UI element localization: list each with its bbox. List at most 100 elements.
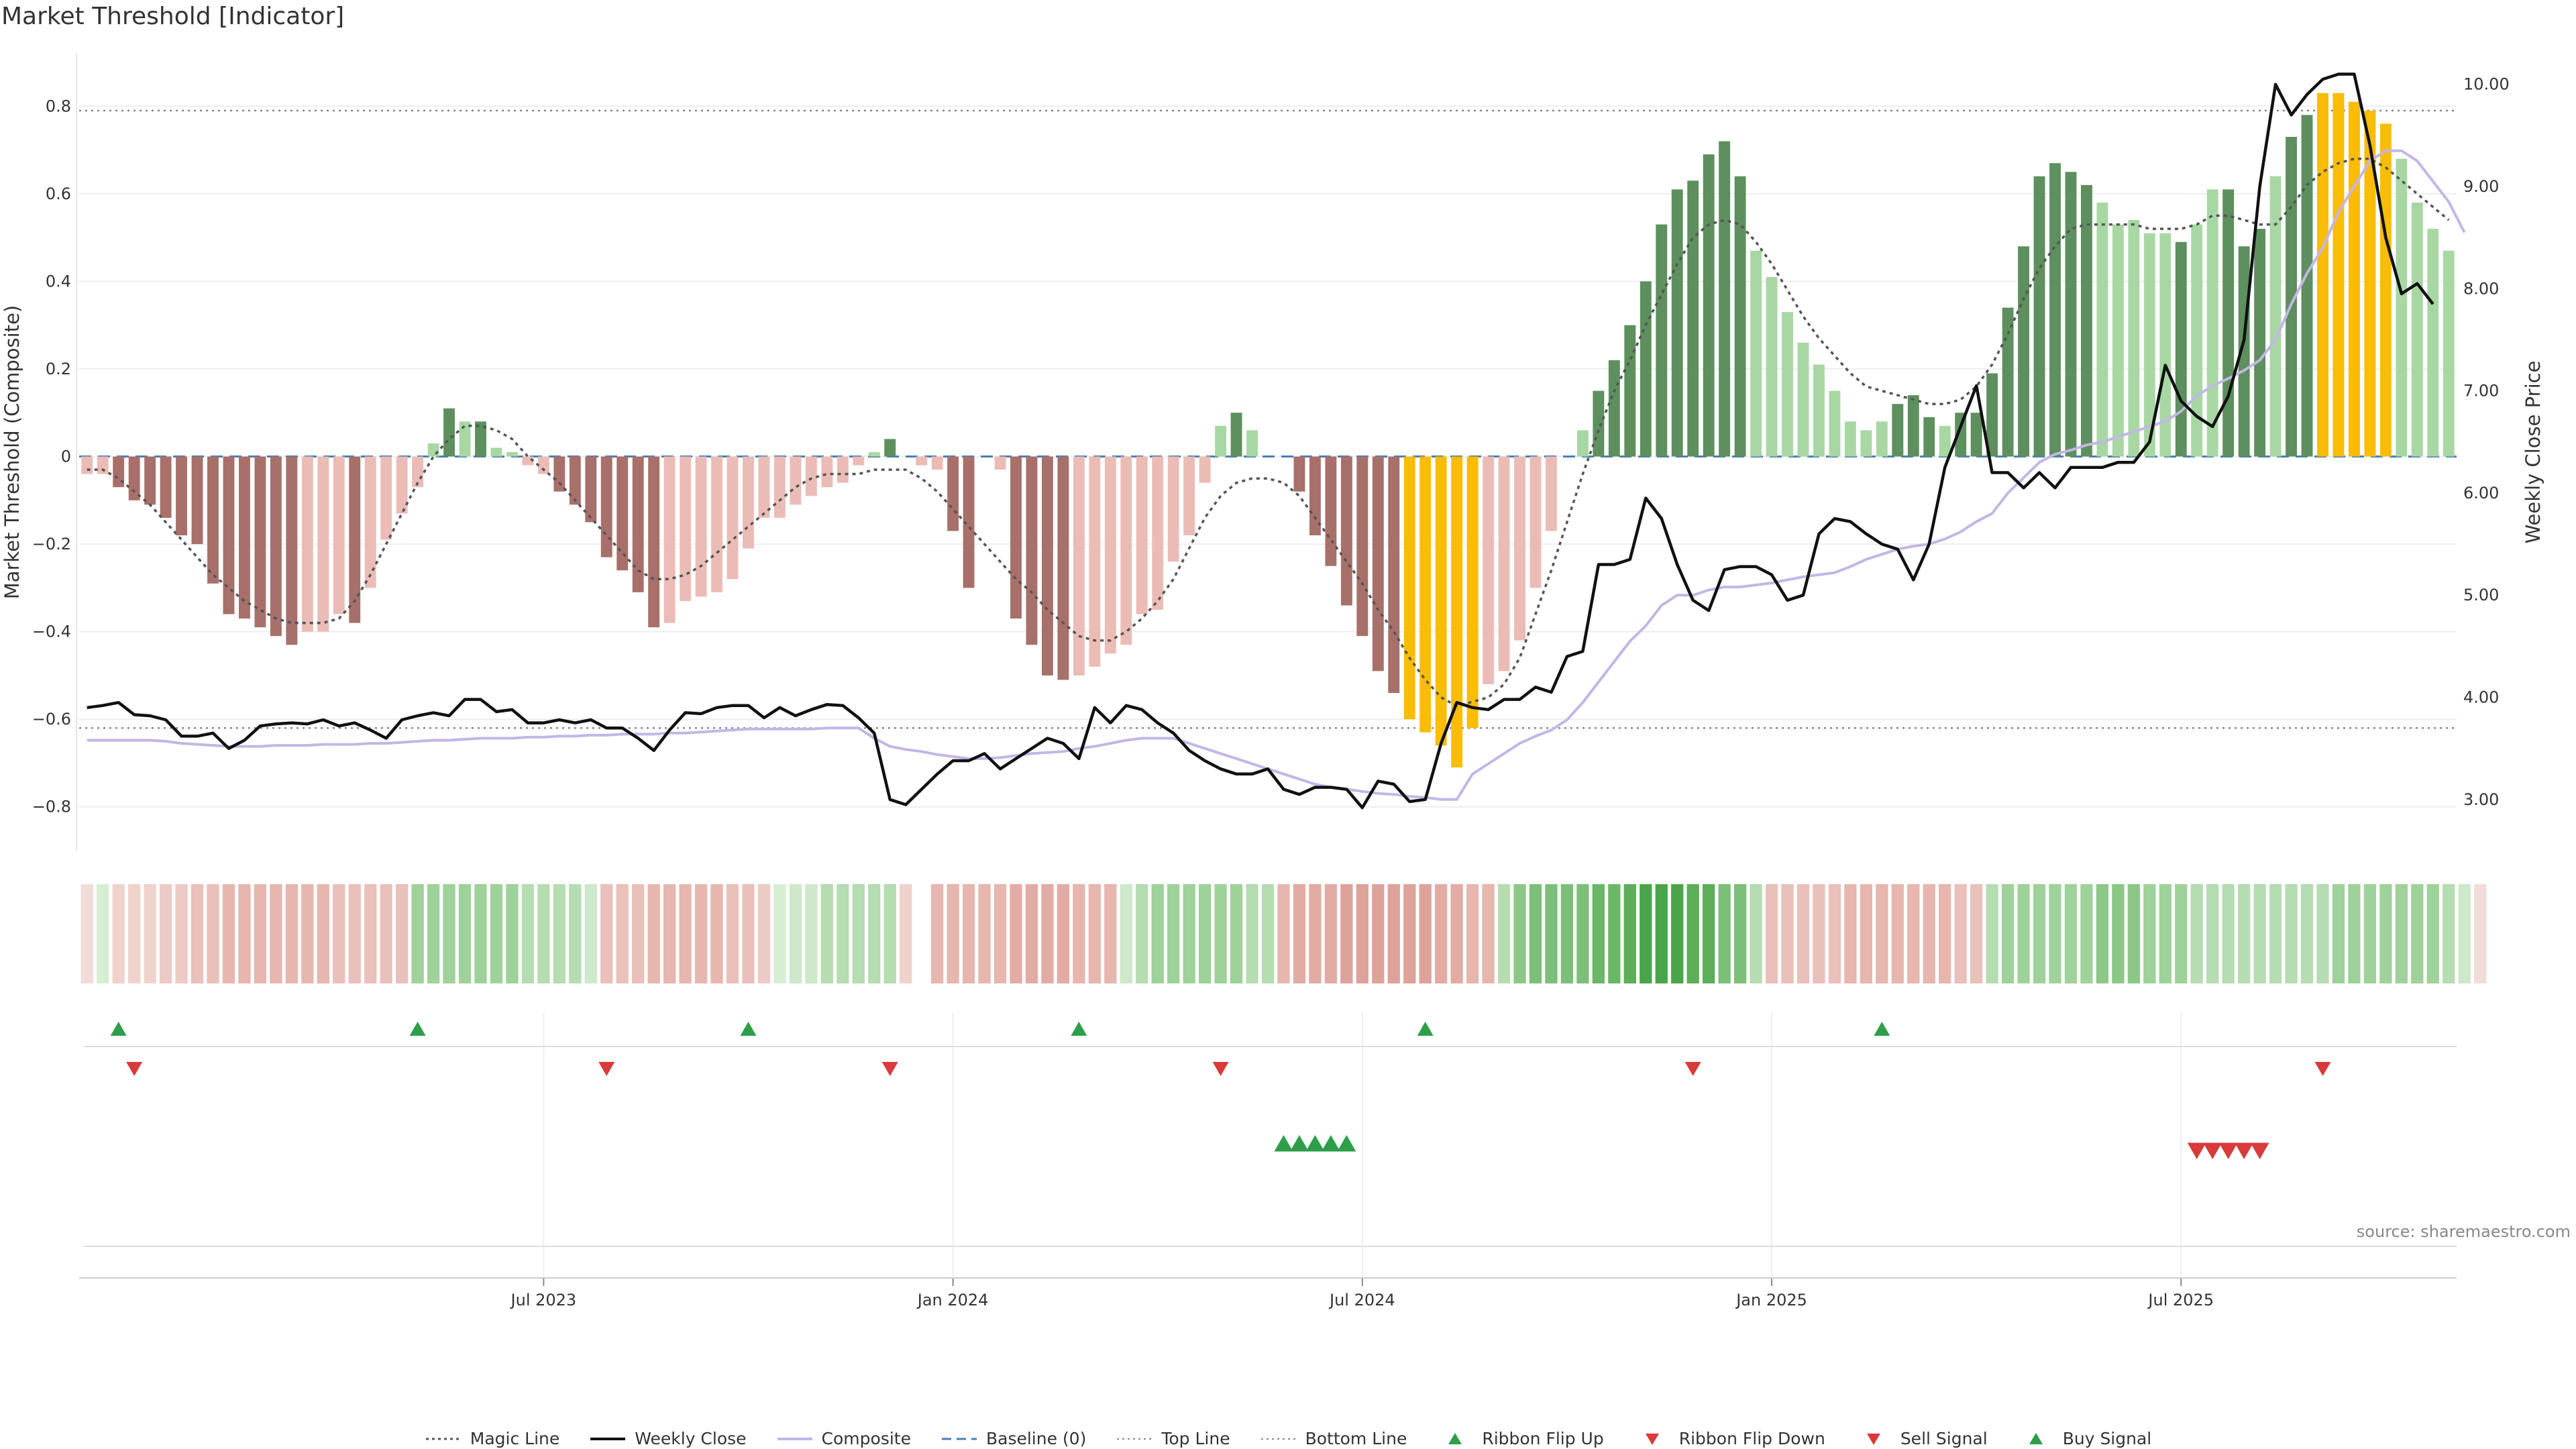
y-tick-label-right: 10.00 (2463, 75, 2510, 94)
ribbon-cell (191, 884, 204, 983)
composite-bar (616, 456, 629, 571)
composite-bar (396, 456, 408, 514)
legend-item: Ribbon Flip Up (1436, 1429, 1604, 1448)
ribbon-cell (632, 884, 645, 983)
ribbon-cell (285, 884, 299, 983)
ribbon-cell (1560, 884, 1574, 983)
composite-bar (947, 456, 959, 531)
composite-bar (1136, 456, 1148, 614)
composite-bar (743, 456, 754, 549)
composite-bar (1419, 456, 1432, 733)
ribbon-cell (1198, 884, 1212, 983)
buy-signal-marker (1337, 1135, 1356, 1152)
ribbon-cell (1435, 884, 1448, 983)
ribbon-cell (679, 884, 692, 983)
ribbon-cell (2426, 884, 2439, 983)
ribbon-cell (1340, 884, 1353, 983)
composite-bar (459, 421, 471, 457)
composite-bar (1986, 373, 1998, 457)
ribbon-cell (333, 884, 345, 983)
composite-bar (2018, 246, 2030, 457)
ribbon-cell (1073, 884, 1085, 983)
ribbon-cell (1640, 884, 1652, 983)
composite-bar (1813, 364, 1825, 457)
composite-bar (1782, 312, 1793, 457)
ribbon-cell (1813, 884, 1825, 983)
ribbon-cell (1387, 884, 1400, 983)
ribbon-cell (647, 884, 660, 983)
legend-item: Composite (776, 1429, 911, 1448)
legend-item: Baseline (0) (941, 1429, 1086, 1448)
ribbon-cell (1781, 884, 1794, 983)
composite-bar (648, 456, 660, 628)
ribbon-cell (537, 884, 550, 983)
composite-bar (1624, 325, 1636, 457)
ribbon-cell (2285, 884, 2298, 983)
y-tick-label-right: 8.00 (2463, 279, 2499, 298)
ribbon-cell (1356, 884, 1368, 983)
composite-bar (427, 443, 439, 457)
composite-bar (1593, 390, 1605, 457)
ribbon-cell (238, 884, 251, 983)
ribbon-cell (1623, 884, 1636, 983)
weekly-close-line (87, 72, 2434, 810)
composite-bar (837, 456, 849, 483)
composite-bar (1608, 360, 1620, 457)
legend: Magic Line Weekly Close Composite Baseline … (0, 1429, 2576, 1448)
series-lines (87, 72, 2466, 810)
ribbon-cell (600, 884, 613, 983)
ribbon-cell (1450, 884, 1463, 983)
y-tick-label-left: 0.8 (46, 97, 71, 115)
composite-line (776, 1432, 814, 1446)
ribbon-cell (930, 884, 944, 983)
legend-item: Weekly Close (589, 1429, 747, 1448)
ribbon-cell (2127, 884, 2141, 983)
legend-label: Baseline (0) (985, 1429, 1087, 1448)
composite-bar (1640, 281, 1652, 457)
ribbon-cell (2080, 884, 2093, 983)
ribbon-cell (1828, 884, 1841, 983)
composite-bar (805, 456, 817, 496)
ribbon-flip-up-marker (409, 1022, 426, 1036)
composite-bar (1435, 456, 1447, 746)
composite-bar (931, 456, 943, 470)
composite-bar (2159, 233, 2171, 457)
composite-bar (81, 456, 93, 474)
composite-bar (773, 456, 786, 518)
ribbon-cell (317, 884, 329, 983)
composite-bar (1829, 390, 1841, 457)
ribbon-cell (2190, 884, 2203, 983)
ribbon-cell (2379, 884, 2392, 983)
composite-bar (238, 456, 250, 619)
ribbon-cell (1120, 884, 1132, 983)
composite-bar (2033, 176, 2045, 457)
ribbon-cell (569, 884, 582, 983)
ribbon-cell (427, 884, 440, 983)
y-tick-label-right: 3.00 (2463, 790, 2499, 809)
ribbon-cell (726, 884, 739, 983)
ribbon-cell (1261, 884, 1275, 983)
axes: 0.8 0.6 0.4 0.2 0 −0.2 −0.4 −0.6 −0.8 10.00 9.00 8.… (1, 54, 2544, 1309)
composite-bar (1892, 404, 1904, 457)
composite-bar (176, 456, 188, 536)
ribbon-cell (1686, 884, 1699, 983)
composite-bar (333, 456, 345, 614)
ribbon-cell (2222, 884, 2235, 983)
ribbon-cell (584, 884, 597, 983)
source-note: source: sharemaestro.com (2356, 1222, 2571, 1241)
ribbon-cell (1230, 884, 1243, 983)
sell-signal-marker (2203, 1142, 2222, 1159)
ribbon-cell (852, 884, 865, 983)
ribbon-flip-down-marker (881, 1062, 898, 1076)
ribbon-cell (710, 884, 723, 983)
ribbon-cell (222, 884, 235, 983)
composite-bar (585, 456, 597, 523)
composite-bar (144, 456, 156, 505)
ribbon-cell (2474, 884, 2487, 983)
ribbon-cell (2443, 884, 2455, 983)
sell-signal-marker (2218, 1142, 2238, 1159)
ribbon-cell (1765, 884, 1778, 983)
ribbon-cell (1104, 884, 1117, 983)
composite-bar (1451, 456, 1463, 767)
